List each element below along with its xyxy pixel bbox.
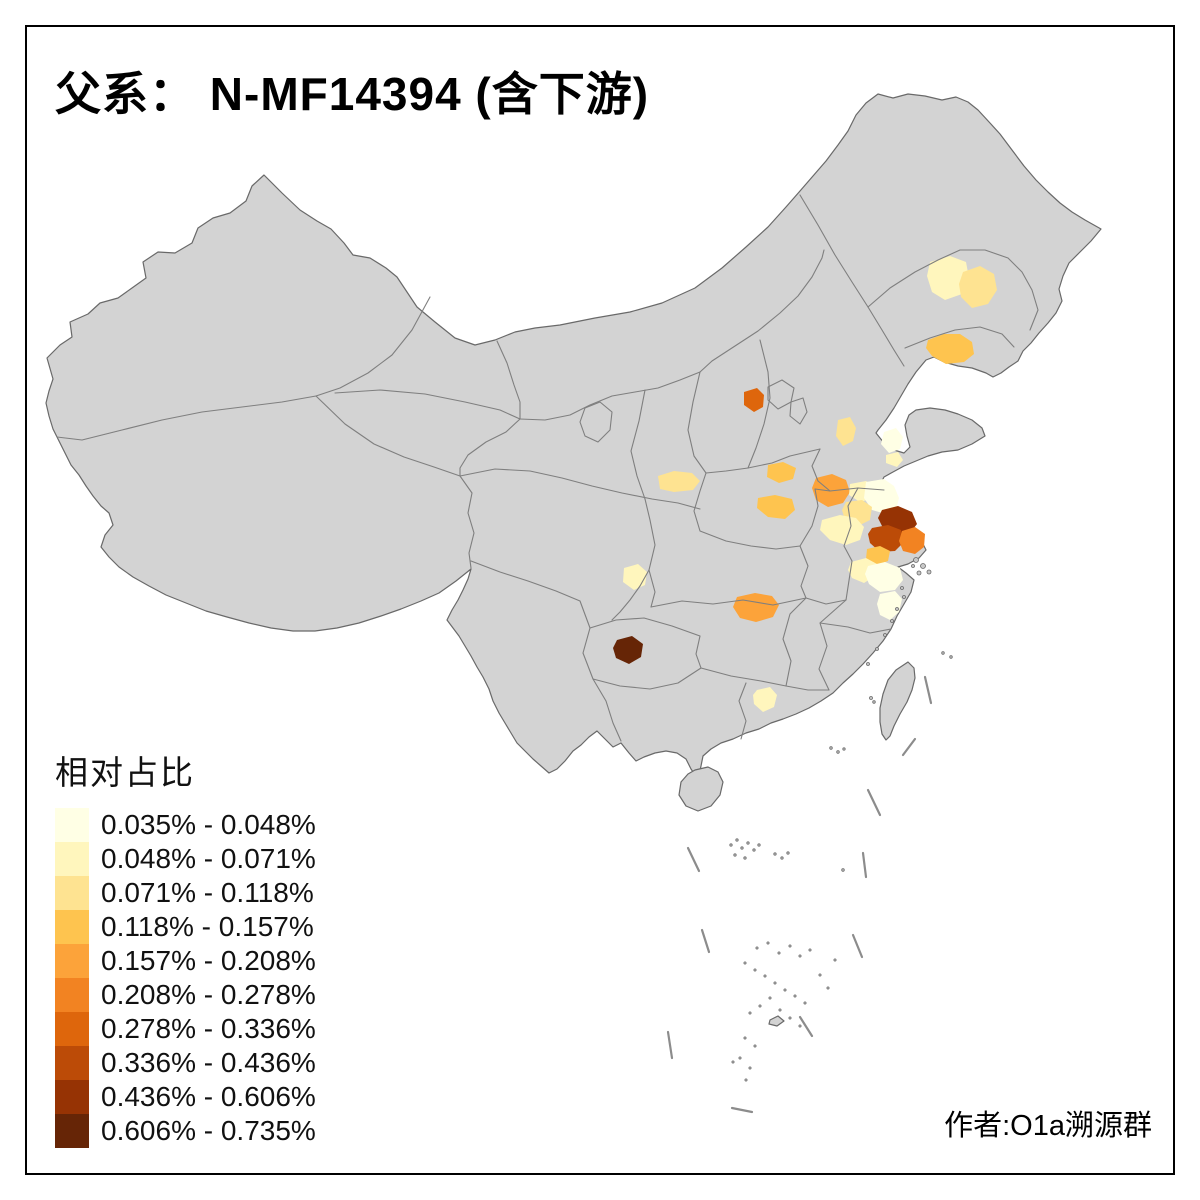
colored-region xyxy=(820,515,864,545)
legend-swatch xyxy=(55,978,89,1012)
colored-region xyxy=(881,428,903,453)
nine-dash-line xyxy=(666,675,933,1114)
legend-label: 0.071% - 0.118% xyxy=(101,877,314,908)
province-borders xyxy=(56,194,1039,742)
legend-label: 0.048% - 0.071% xyxy=(101,843,316,874)
legend-swatch xyxy=(55,876,89,910)
legend-label: 0.118% - 0.157% xyxy=(101,911,314,942)
legend-label: 0.606% - 0.735% xyxy=(101,1115,316,1146)
legend-row: 0.208% - 0.278% xyxy=(55,978,316,1012)
taiwan-island xyxy=(879,661,916,741)
legend-swatch xyxy=(55,1046,89,1080)
colored-region xyxy=(613,636,643,664)
legend-row: 0.606% - 0.735% xyxy=(55,1114,316,1148)
legend-swatch xyxy=(55,910,89,944)
colored-region xyxy=(877,591,902,620)
colored-region xyxy=(926,334,974,364)
spratly-islet xyxy=(768,1015,785,1027)
colored-region xyxy=(959,266,997,308)
legend-label: 0.436% - 0.606% xyxy=(101,1081,316,1112)
legend-row: 0.436% - 0.606% xyxy=(55,1080,316,1114)
legend-label: 0.278% - 0.336% xyxy=(101,1013,316,1044)
colored-region xyxy=(753,687,777,712)
mainland-outline xyxy=(45,93,1102,780)
legend-label: 0.157% - 0.208% xyxy=(101,945,316,976)
island-dots xyxy=(729,557,953,1082)
legend-label: 0.336% - 0.436% xyxy=(101,1047,316,1078)
colored-region xyxy=(927,256,969,300)
legend-row: 0.278% - 0.336% xyxy=(55,1012,316,1046)
legend-swatch xyxy=(55,1012,89,1046)
hainan-island xyxy=(678,766,724,812)
legend-row: 0.336% - 0.436% xyxy=(55,1046,316,1080)
legend-rows: 0.035% - 0.048% 0.048% - 0.071% 0.071% - 0… xyxy=(55,808,316,1148)
colored-region xyxy=(767,462,796,483)
colored-regions-layer xyxy=(613,256,997,712)
author-credit: 作者:O1a溯源群 xyxy=(944,1110,1152,1142)
colored-region xyxy=(866,546,890,565)
legend-row: 0.157% - 0.208% xyxy=(55,944,316,978)
colored-region xyxy=(899,527,925,554)
legend-swatch xyxy=(55,944,89,978)
legend-title: 相对占比 xyxy=(55,754,195,791)
legend-label: 0.208% - 0.278% xyxy=(101,979,316,1010)
colored-region xyxy=(744,388,764,412)
legend-row: 0.071% - 0.118% xyxy=(55,876,316,910)
legend-row: 0.048% - 0.071% xyxy=(55,842,316,876)
legend-swatch xyxy=(55,808,89,842)
plot-frame xyxy=(25,25,1175,1175)
colored-region xyxy=(836,417,856,446)
legend: 相对占比 0.035% - 0.048% 0.048% - 0.071% 0.071… xyxy=(55,746,316,1148)
legend-swatch xyxy=(55,842,89,876)
legend-swatch xyxy=(55,1080,89,1114)
colored-region xyxy=(886,452,903,467)
legend-row: 0.035% - 0.048% xyxy=(55,808,316,842)
colored-region xyxy=(865,562,903,592)
legend-swatch xyxy=(55,1114,89,1148)
colored-region xyxy=(757,495,795,519)
colored-region xyxy=(658,471,700,492)
colored-region xyxy=(868,525,903,552)
legend-row: 0.118% - 0.157% xyxy=(55,910,316,944)
map-title: 父系： N-MF14394 (含下游) xyxy=(55,68,650,120)
colored-region xyxy=(864,479,899,514)
legend-label: 0.035% - 0.048% xyxy=(101,809,316,840)
